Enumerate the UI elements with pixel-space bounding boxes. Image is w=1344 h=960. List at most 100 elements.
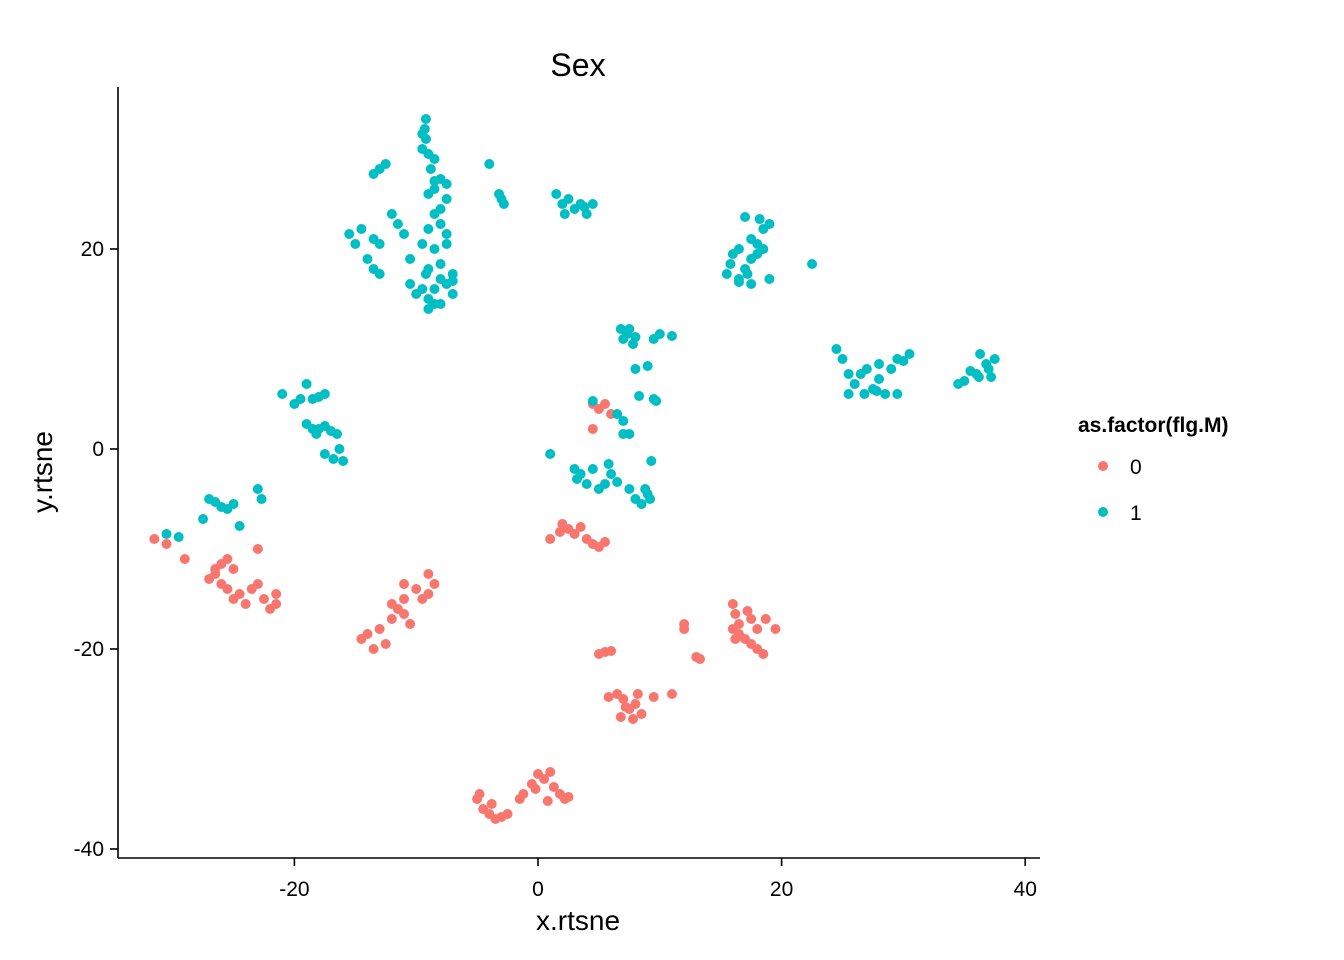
point-series-0-16 [271, 599, 282, 609]
point-series-1-133 [725, 259, 736, 269]
point-series-1-85 [494, 189, 505, 199]
point-series-1-147 [752, 249, 763, 259]
point-series-0-37 [386, 599, 397, 609]
point-series-1-114 [646, 456, 657, 466]
point-series-1-111 [636, 499, 647, 509]
point-series-1-130 [640, 484, 651, 494]
point-series-1-160 [874, 374, 885, 384]
point-series-0-99 [539, 774, 550, 784]
point-series-1-67 [423, 189, 434, 199]
x-axis-ticks: -20 0 20 40 [279, 858, 1037, 901]
point-series-1-107 [624, 429, 635, 439]
point-series-1-100 [587, 464, 598, 474]
point-series-1-125 [642, 361, 653, 371]
point-series-0-28 [399, 609, 410, 619]
point-series-0-13 [252, 579, 263, 589]
point-series-0-60 [628, 714, 639, 724]
point-series-1-154 [843, 369, 854, 379]
point-series-1-30 [350, 239, 361, 249]
point-series-1-14 [301, 379, 312, 389]
point-series-0-69 [679, 619, 690, 629]
point-series-1-44 [405, 279, 416, 289]
point-series-1-10 [256, 494, 267, 504]
point-series-0-61 [630, 699, 641, 709]
point-series-0-72 [727, 599, 738, 609]
x-tick-label: -20 [279, 878, 309, 901]
x-tick-label: 40 [1014, 878, 1037, 901]
point-series-0-86 [742, 606, 753, 616]
point-series-1-145 [764, 219, 775, 229]
point-series-1-58 [441, 239, 452, 249]
point-series-0-73 [730, 609, 741, 619]
point-series-0-29 [405, 619, 416, 629]
point-series-1-37 [386, 209, 397, 219]
point-series-1-84 [498, 199, 509, 209]
point-series-0-55 [606, 646, 617, 656]
point-series-0-38 [545, 534, 556, 544]
point-series-1-151 [807, 259, 818, 269]
point-series-0-26 [386, 614, 397, 624]
point-series-1-24 [319, 449, 330, 459]
point-series-0-105 [542, 796, 553, 806]
point-series-1-81 [420, 269, 431, 279]
point-series-0-94 [502, 809, 513, 819]
point-series-0-104 [563, 792, 574, 802]
point-series-1-129 [651, 396, 662, 406]
point-series-1-25 [328, 454, 339, 464]
point-series-1-68 [423, 224, 434, 234]
point-series-1-102 [599, 479, 610, 489]
point-series-1-29 [344, 229, 355, 239]
point-series-1-105 [612, 477, 623, 487]
point-series-0-106 [530, 784, 541, 794]
x-axis-title: x.rtsne [536, 905, 620, 936]
point-series-0-17 [271, 589, 282, 599]
point-series-0-64 [620, 702, 631, 712]
point-series-1-124 [666, 331, 677, 341]
point-series-1-27 [334, 444, 345, 454]
point-series-1-153 [837, 354, 848, 364]
point-series-1-76 [425, 164, 436, 174]
legend-key-1 [1098, 507, 1108, 517]
point-series-1-158 [861, 364, 872, 374]
point-series-1-126 [630, 364, 641, 374]
point-series-1-36 [374, 239, 385, 249]
point-series-1-131 [618, 416, 629, 426]
x-tick-label: 0 [532, 878, 544, 901]
x-tick-label: 20 [770, 878, 793, 901]
point-series-1-34 [374, 269, 385, 279]
point-series-0-82 [758, 649, 769, 659]
point-series-1-174 [975, 349, 986, 359]
point-series-0-2 [179, 554, 190, 564]
plot-panel [149, 114, 1000, 824]
point-series-0-11 [240, 599, 251, 609]
point-series-0-36 [399, 579, 410, 589]
point-series-1-0 [161, 529, 172, 539]
point-series-1-150 [740, 212, 751, 222]
point-series-1-177 [986, 372, 997, 382]
point-series-1-104 [606, 469, 617, 479]
point-series-1-57 [429, 244, 440, 254]
point-series-1-146 [764, 274, 775, 284]
point-series-1-86 [551, 189, 562, 199]
y-axis-title: y.rtsne [27, 431, 58, 513]
point-series-0-83 [760, 614, 771, 624]
y-axis-ticks: -40 -20 0 20 [74, 238, 118, 861]
point-series-1-162 [880, 389, 891, 399]
point-series-1-88 [563, 194, 574, 204]
point-series-0-34 [429, 579, 440, 589]
point-series-1-74 [420, 114, 431, 124]
point-series-0-47 [554, 527, 565, 537]
point-series-0-85 [730, 634, 741, 644]
point-series-0-101 [548, 782, 559, 792]
point-series-1-108 [612, 409, 623, 419]
point-series-0-46 [599, 537, 610, 547]
point-series-1-69 [417, 239, 428, 249]
point-series-1-132 [721, 269, 732, 279]
point-series-1-50 [435, 299, 446, 309]
point-series-0-25 [380, 639, 391, 649]
legend: as.factor(flg.M) 0 1 [1078, 414, 1229, 525]
point-series-0-62 [636, 709, 647, 719]
point-series-0-1 [161, 539, 172, 549]
point-series-1-113 [645, 494, 656, 504]
point-series-1-62 [435, 204, 446, 214]
